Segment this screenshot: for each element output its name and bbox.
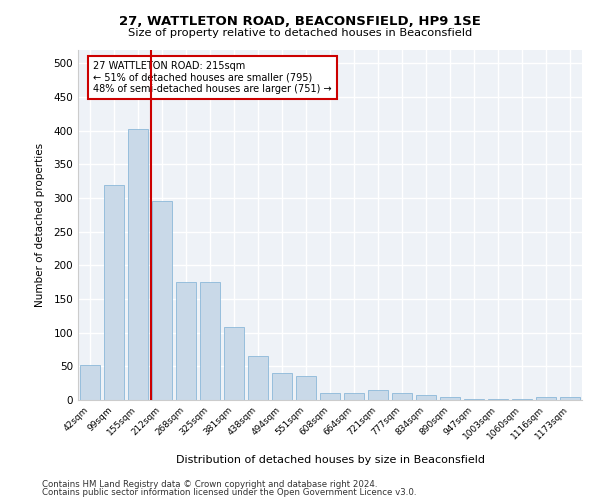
Bar <box>536 396 556 400</box>
Bar <box>296 376 316 400</box>
Bar <box>104 184 124 400</box>
Bar <box>80 365 100 400</box>
Bar <box>320 394 340 400</box>
Bar <box>128 130 148 400</box>
Bar <box>464 398 484 400</box>
Bar <box>176 282 196 400</box>
Bar <box>368 390 388 400</box>
Bar <box>488 398 508 400</box>
Bar <box>416 394 436 400</box>
Bar <box>272 373 292 400</box>
Text: 27 WATTLETON ROAD: 215sqm
← 51% of detached houses are smaller (795)
48% of semi: 27 WATTLETON ROAD: 215sqm ← 51% of detac… <box>93 60 332 94</box>
Bar <box>440 396 460 400</box>
Bar <box>392 394 412 400</box>
Bar <box>344 394 364 400</box>
Bar <box>152 201 172 400</box>
Text: Size of property relative to detached houses in Beaconsfield: Size of property relative to detached ho… <box>128 28 472 38</box>
Bar <box>560 396 580 400</box>
Y-axis label: Number of detached properties: Number of detached properties <box>35 143 45 307</box>
Text: Contains public sector information licensed under the Open Government Licence v3: Contains public sector information licen… <box>42 488 416 497</box>
Bar <box>224 328 244 400</box>
X-axis label: Distribution of detached houses by size in Beaconsfield: Distribution of detached houses by size … <box>176 455 485 465</box>
Bar <box>200 282 220 400</box>
Bar <box>248 356 268 400</box>
Text: Contains HM Land Registry data © Crown copyright and database right 2024.: Contains HM Land Registry data © Crown c… <box>42 480 377 489</box>
Text: 27, WATTLETON ROAD, BEACONSFIELD, HP9 1SE: 27, WATTLETON ROAD, BEACONSFIELD, HP9 1S… <box>119 15 481 28</box>
